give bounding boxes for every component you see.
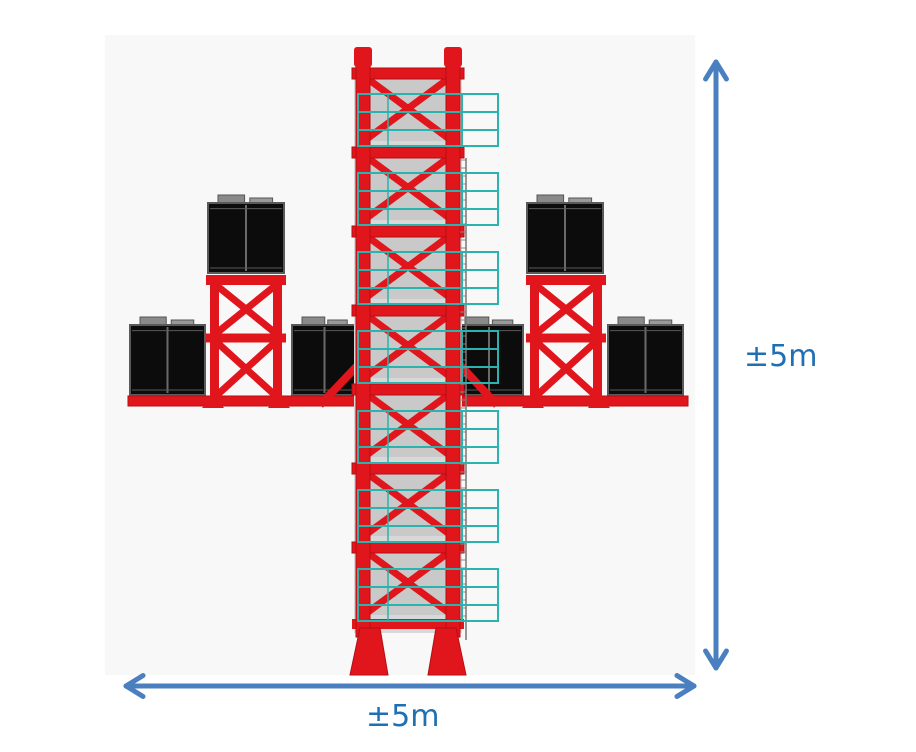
platform-railing (357, 410, 499, 464)
platform-railing (357, 172, 499, 226)
tower-beam (351, 67, 465, 80)
frame-brace (533, 338, 599, 399)
platform-railing (357, 251, 499, 305)
arrow-head (674, 673, 697, 699)
frame-foot (268, 394, 290, 408)
frame-foot (588, 394, 610, 408)
dimension-arrows (123, 59, 729, 699)
arrow-head (123, 673, 146, 699)
arrow-head (703, 648, 729, 671)
platform-group (357, 93, 499, 622)
arrow-head (703, 59, 729, 82)
frame-foot (522, 394, 544, 408)
tower-cap (444, 47, 462, 67)
frame-brace (213, 338, 279, 399)
frame-beam (526, 333, 606, 343)
frame-beam (206, 333, 286, 343)
tower-base-leg (427, 627, 467, 676)
platform-railing (357, 568, 499, 622)
tower-cap (354, 47, 372, 67)
frame-beam (206, 275, 286, 285)
tower-base-leg (349, 627, 389, 676)
central-tower (349, 47, 467, 676)
frame-beam (526, 275, 606, 285)
frame-brace (533, 282, 599, 337)
connector-brace (317, 362, 361, 408)
frame-foot (202, 394, 224, 408)
frame-brace (213, 282, 279, 337)
platform-railing (357, 489, 499, 543)
side-module-group (129, 194, 684, 396)
tower-beam (352, 619, 464, 629)
horizontal-dimension-label: ±5m (366, 699, 440, 734)
platform-railing (357, 93, 499, 147)
vertical-dimension-label: ±5m (744, 339, 818, 374)
platform-railing (357, 330, 499, 384)
